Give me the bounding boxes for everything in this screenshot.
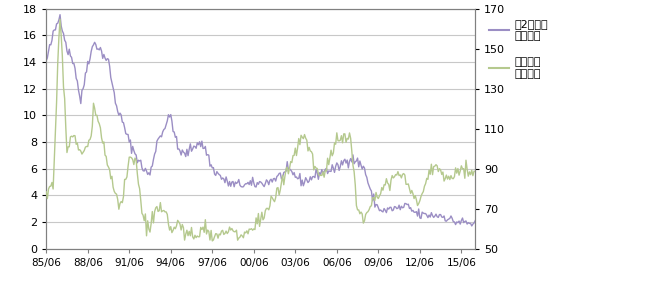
Legend: 豪2年金利
（右軸）, 豪ドル円
（左軸）: 豪2年金利 （右軸）, 豪ドル円 （左軸） <box>489 19 548 79</box>
